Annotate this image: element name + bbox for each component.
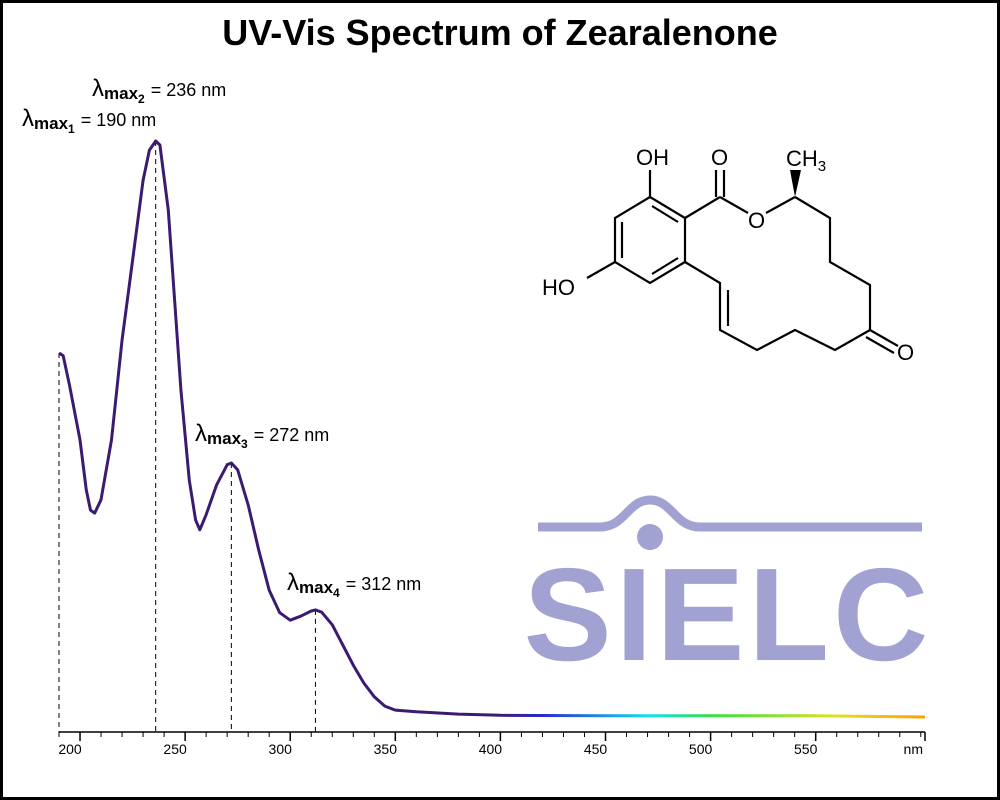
- bond: [651, 257, 679, 275]
- peak-annotation: λmax2 = 236 nm: [92, 75, 226, 106]
- bond: [651, 205, 679, 223]
- peak-annotation: λmax4 = 312 nm: [287, 569, 421, 600]
- bond: [865, 336, 895, 354]
- peak-label: = 190 nm: [81, 110, 157, 130]
- x-tick-label: 550: [794, 741, 818, 757]
- lambda-subscript: max: [34, 114, 69, 133]
- atom-label: CH: [786, 146, 818, 171]
- atom-label: O: [897, 340, 914, 365]
- x-unit-label: nm: [904, 741, 923, 757]
- lambda-symbol: λ: [92, 75, 104, 102]
- bond: [684, 196, 721, 219]
- lambda-subscript: max: [207, 429, 242, 448]
- atom-label: CH3: [786, 146, 826, 175]
- lambda-index: 4: [333, 586, 340, 600]
- x-tick-label: 250: [163, 741, 187, 757]
- peak-label: = 272 nm: [254, 425, 330, 445]
- x-tick-label: 400: [479, 741, 503, 757]
- lambda-subscript: max: [299, 578, 334, 597]
- logo-arc: [538, 495, 922, 532]
- lambda-symbol: λ: [287, 569, 299, 596]
- atom-subscript: 3: [818, 158, 826, 175]
- peak-annotation: λmax3 = 272 nm: [195, 420, 329, 451]
- x-tick-label: 300: [269, 741, 293, 757]
- logo-dot: [637, 524, 663, 550]
- lambda-index: 1: [68, 122, 75, 136]
- lambda-index: 3: [241, 437, 248, 451]
- lambda-symbol: λ: [195, 420, 207, 447]
- bond: [586, 261, 616, 279]
- spectrum-line: [58, 139, 926, 719]
- atom-label: O: [711, 145, 728, 170]
- peak-label: = 236 nm: [151, 80, 227, 100]
- lambda-subscript: max: [104, 84, 139, 103]
- x-tick-label: 500: [689, 741, 713, 757]
- x-tick-label: 350: [374, 741, 398, 757]
- lambda-symbol: λ: [22, 105, 34, 132]
- bond: [765, 196, 796, 214]
- x-tick-label: 450: [584, 741, 608, 757]
- bond: [684, 261, 871, 352]
- structure: OH O CH3 O HO O: [542, 145, 914, 365]
- atom-label: HO: [542, 275, 575, 300]
- bond: [869, 329, 899, 347]
- wedge: [790, 170, 801, 197]
- lambda-index: 2: [138, 92, 145, 106]
- logo: SIELC: [524, 495, 933, 688]
- bond: [719, 196, 749, 214]
- logo-text: SIELC: [524, 541, 933, 688]
- bond: [794, 196, 872, 330]
- atom-label: O: [748, 208, 765, 233]
- chart-title: UV-Vis Spectrum of Zearalenone: [222, 12, 778, 53]
- x-tick-label: 200: [58, 741, 82, 757]
- peak-label: = 312 nm: [346, 574, 422, 594]
- peak-annotation: λmax1 = 190 nm: [22, 105, 156, 136]
- atom-label: OH: [636, 145, 669, 170]
